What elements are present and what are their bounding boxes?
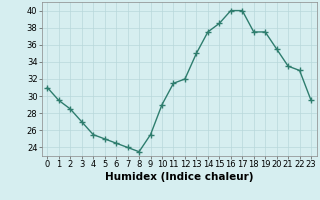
X-axis label: Humidex (Indice chaleur): Humidex (Indice chaleur)	[105, 172, 253, 182]
